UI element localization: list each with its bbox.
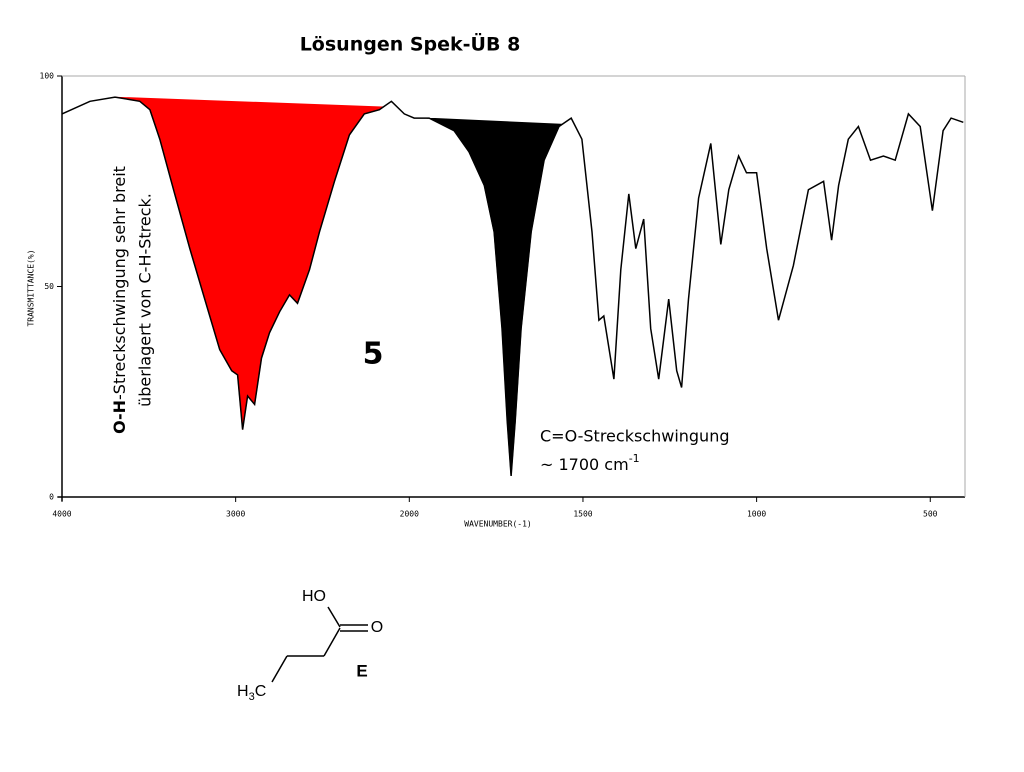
compound-label: E bbox=[356, 661, 367, 680]
title: Lösungen Spek-ÜB 8 bbox=[300, 32, 521, 56]
atom-ho: HO bbox=[302, 588, 326, 605]
bond bbox=[271, 655, 288, 683]
co-text: ~ 1700 cm bbox=[540, 455, 629, 474]
x-tick-label: 4000 bbox=[52, 510, 71, 519]
atom-h3c: H3C bbox=[237, 683, 266, 703]
oh-annotation: O-H-Streckschwingung sehr breit bbox=[110, 166, 129, 434]
x-tick-label: 1000 bbox=[747, 510, 766, 519]
molecule bbox=[271, 606, 368, 683]
atom-o: O bbox=[371, 619, 383, 636]
atom-sub: 3 bbox=[249, 691, 255, 703]
co-sup: -1 bbox=[629, 452, 640, 465]
oh-annotation-line2: überlagert von C-H-Streck. bbox=[136, 193, 155, 407]
y-axis-label: TRANSMITTANCE(%) bbox=[27, 249, 36, 326]
spectrum-number: 5 bbox=[363, 337, 384, 372]
x-axis-label: WAVENUMBER(-1) bbox=[464, 520, 531, 529]
y-tick-label: 50 bbox=[44, 282, 54, 291]
x-tick-label: 500 bbox=[923, 510, 938, 519]
oh-rest: -Streckschwingung sehr breit bbox=[110, 166, 129, 400]
co-annotation-line2: ~ 1700 cm-1 bbox=[540, 452, 640, 474]
y-tick-label: 100 bbox=[40, 72, 55, 81]
atom-c: C bbox=[255, 683, 267, 700]
co-annotation: C=O-Streckschwingung bbox=[540, 427, 730, 446]
spectrum-line bbox=[61, 96, 964, 476]
x-tick-label: 3000 bbox=[226, 510, 245, 519]
x-tick-label: 1500 bbox=[573, 510, 592, 519]
bond bbox=[323, 627, 341, 657]
bond bbox=[327, 606, 341, 628]
x-tick-label: 2000 bbox=[400, 510, 419, 519]
y-tick-label: 0 bbox=[49, 493, 54, 502]
atom-h: H bbox=[237, 683, 249, 700]
plot: 0 50 100 4000 3000 2000 1500 1000 500 bbox=[40, 72, 966, 519]
oh-bold: O-H bbox=[110, 400, 129, 434]
